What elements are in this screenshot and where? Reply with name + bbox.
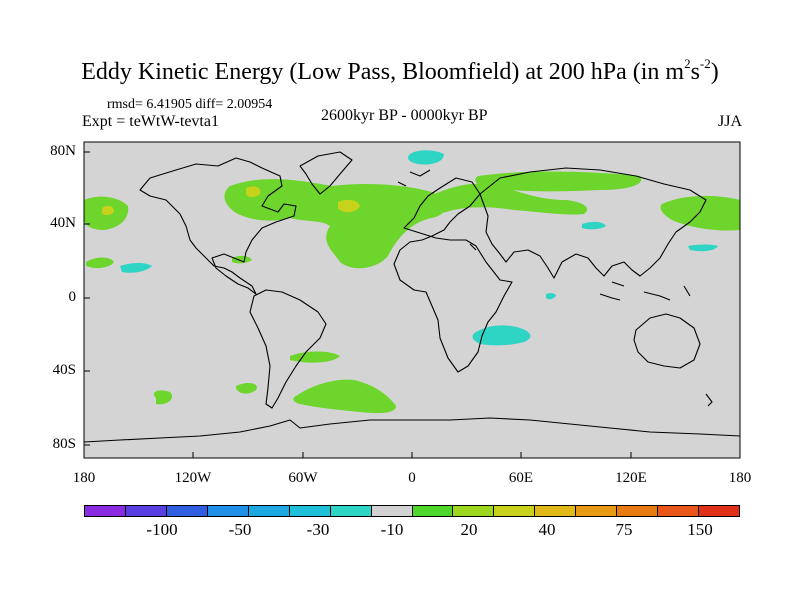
experiment-label: Expt = teWtW-tevta1	[82, 113, 219, 130]
asia-coast	[479, 167, 707, 279]
lon-label-60e: 60E	[508, 470, 534, 486]
title-exponent-s: -2	[699, 56, 711, 71]
period-label: 2600kyr BP - 0000kyr BP	[321, 107, 488, 124]
stats-label: rmsd= 6.41905 diff= 2.00954	[107, 97, 273, 112]
anomaly-southern-ocean	[293, 379, 396, 414]
lon-label-180w: 180	[72, 470, 96, 486]
figure-title: Eddy Kinetic Energy (Low Pass, Bloomfiel…	[0, 56, 800, 86]
axis-ticks	[84, 151, 632, 458]
colorbar-label-40: 40	[538, 520, 556, 539]
anomaly-subtropics	[86, 255, 252, 269]
lat-label-40s: 40S	[52, 362, 76, 378]
colorbar-swatch-12	[576, 506, 618, 516]
colorbar-swatch-6	[330, 506, 372, 516]
colorbar-swatch-2	[166, 506, 208, 516]
colorbar-swatch-8	[412, 506, 454, 516]
title-text: Eddy Kinetic Energy (Low Pass, Bloomfiel…	[81, 59, 685, 85]
colorbar-swatch-3	[207, 506, 249, 516]
colorbar-swatch-4	[248, 506, 290, 516]
lat-label-40n: 40N	[50, 215, 76, 231]
islands-coast	[397, 169, 713, 407]
south-america-coast	[249, 289, 327, 409]
lat-label-0: 0	[68, 289, 77, 305]
north-america-coast	[139, 157, 297, 295]
colorbar-label-150: 150	[687, 520, 713, 539]
colorbar-label-neg30: -30	[306, 520, 330, 539]
colorbar-swatch-13	[617, 506, 659, 516]
title-unit-s: s	[690, 59, 700, 85]
anomaly-north-atlantic	[224, 179, 446, 269]
anomaly-mozambique	[472, 325, 531, 346]
colorbar-swatch-10	[494, 506, 536, 516]
colorbar-swatch-7	[371, 506, 413, 516]
lon-label-60w: 60W	[288, 470, 318, 486]
anomaly-arctic	[408, 150, 444, 165]
colorbar-swatch-0	[85, 506, 126, 516]
colorbar-swatch-1	[125, 506, 167, 516]
title-close: )	[710, 59, 719, 85]
season-label: JJA	[717, 113, 742, 130]
anomaly-layer	[84, 150, 740, 414]
colorbar-swatch-14	[658, 506, 700, 516]
colorbar-label-neg10: -10	[380, 520, 404, 539]
anomaly-north-pacific-east	[475, 171, 642, 192]
coastlines	[84, 151, 740, 443]
colorbar-label-75: 75	[615, 520, 633, 539]
colorbar	[84, 505, 740, 517]
australia-coast	[633, 313, 701, 369]
lat-label-80s: 80S	[52, 436, 76, 452]
lat-label-80n: 80N	[50, 143, 76, 159]
colorbar-label-neg100: -100	[146, 520, 178, 539]
colorbar-label-20: 20	[460, 520, 478, 539]
lon-label-120e: 120E	[615, 470, 647, 486]
colorbar-swatch-11	[535, 506, 577, 516]
europe-africa-coast	[393, 177, 513, 373]
greenland-coast	[299, 151, 353, 195]
colorbar-swatch-9	[453, 506, 495, 516]
lon-label-180e: 180	[728, 470, 752, 486]
antarctica-coast	[84, 417, 740, 443]
title-exponent-m: 2	[684, 56, 691, 71]
colorbar-label-neg50: -50	[228, 520, 252, 539]
colorbar-swatch-15	[699, 506, 739, 516]
lon-label-120w: 120W	[174, 470, 212, 486]
lon-label-0: 0	[408, 470, 416, 486]
colorbar-swatch-5	[289, 506, 331, 516]
anomaly-south-atlantic	[153, 351, 340, 405]
